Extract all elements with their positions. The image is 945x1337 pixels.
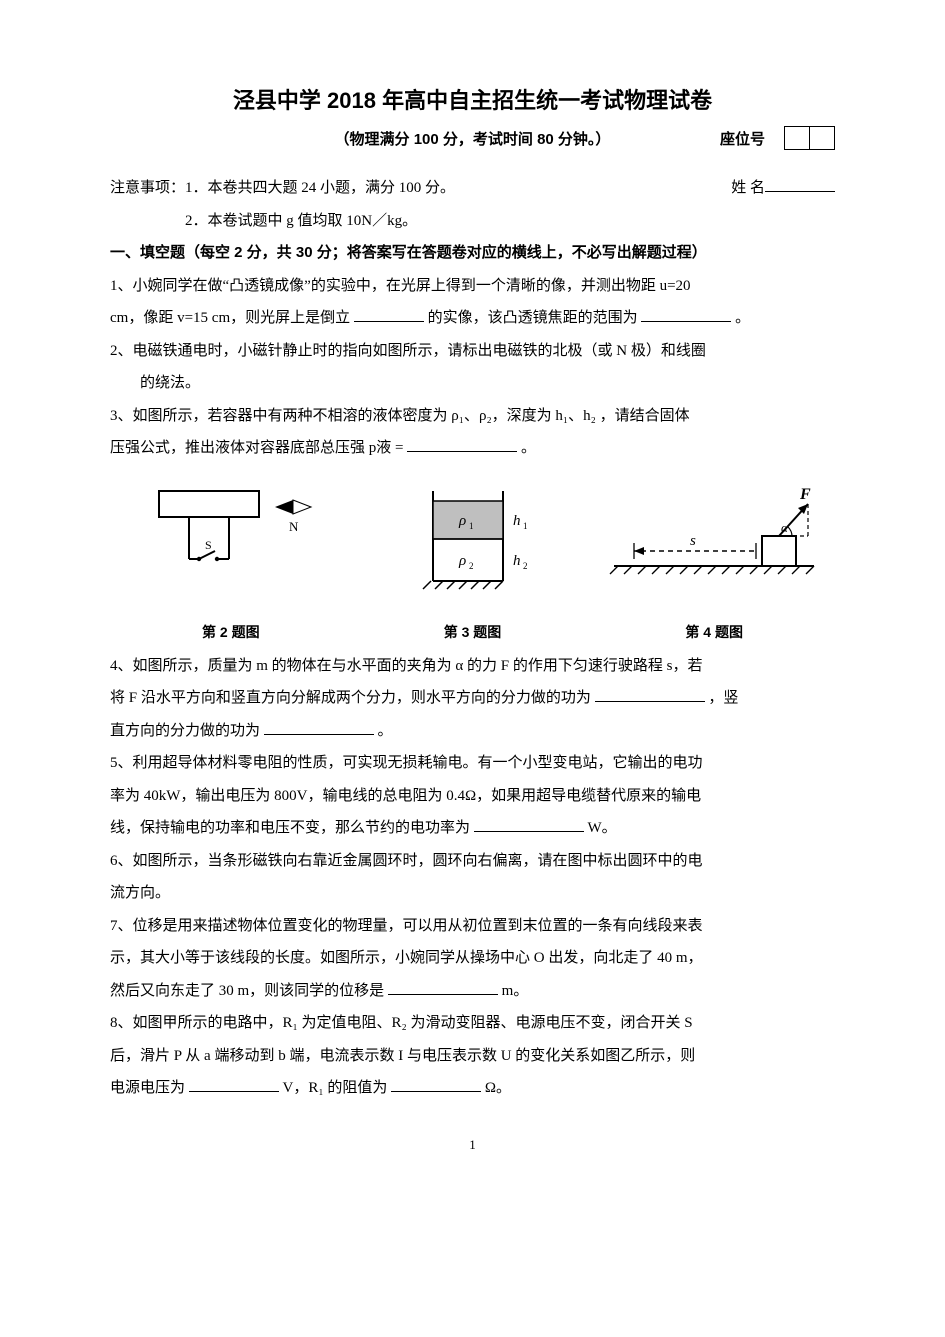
name-field[interactable] — [765, 191, 835, 192]
subtitle: （物理满分 100 分，考试时间 80 分钟。） — [335, 126, 611, 155]
page-title: 泾县中学 2018 年高中自主招生统一考试物理试卷 — [110, 80, 835, 122]
q7-line3: 然后又向东走了 30 m，则该同学的位移是 m。 — [110, 977, 835, 1006]
seat-label: 座位号 — [720, 126, 765, 155]
q3-line1: 3、如图所示，若容器中有两种不相溶的液体密度为 ρ₁、ρ₂，深度为 h₁、h₂ … — [110, 402, 835, 431]
q6-line2: 流方向。 — [110, 879, 835, 908]
figures-row: S N 第 2 题图 ρ 1 ρ 2 h 1 — [110, 481, 835, 646]
q5-line3: 线，保持输电的功率和电压不变，那么节约的电功率为 W。 — [110, 814, 835, 843]
q8-line2: 后，滑片 P 从 a 端移动到 b 端，电流表示数 I 与电压表示数 U 的变化… — [110, 1042, 835, 1071]
q6-line1: 6、如图所示，当条形磁铁向右靠近金属圆环时，圆环向右偏离，请在图中标出圆环中的电 — [110, 847, 835, 876]
notice-1: 1．本卷共四大题 24 小题，满分 100 分。 — [185, 174, 691, 203]
q4c-b: 。 — [378, 723, 393, 739]
section-1-head: 一、填空题（每空 2 分，共 30 分；将答案写在答题卷对应的横线上，不必写出解… — [110, 239, 835, 268]
svg-text:α: α — [781, 520, 789, 535]
q4-blank-2[interactable] — [264, 717, 374, 735]
svg-text:h: h — [513, 513, 521, 529]
q5-line2: 率为 40kW，输出电压为 800V，输电线的总电阻为 0.4Ω，如果用超导电缆… — [110, 782, 835, 811]
seat-box-2[interactable] — [809, 126, 835, 150]
fig2-cell: S N 第 2 题图 — [110, 481, 352, 646]
svg-text:2: 2 — [523, 561, 528, 571]
q7-line1: 7、位移是用来描述物体位置变化的物理量，可以用从初位置到末位置的一条有向线段来表 — [110, 912, 835, 941]
q3b-a: 压强公式，推出液体对容器底部总压强 p液 = — [110, 440, 403, 456]
fig4-svg: s F α — [604, 481, 824, 601]
q8c-b: V，R₁ 的阻值为 — [283, 1080, 388, 1096]
q5c-b: W。 — [588, 820, 617, 836]
fig2-S: S — [205, 538, 212, 552]
svg-text:F: F — [799, 486, 811, 503]
fig3-caption: 第 3 题图 — [352, 619, 594, 646]
svg-text:1: 1 — [523, 521, 528, 531]
q4-line2: 将 F 沿水平方向和竖直方向分解成两个分力，则水平方向的分力做的功为 ，竖 — [110, 684, 835, 713]
q3b-b: 。 — [521, 440, 536, 456]
q4-line1: 4、如图所示，质量为 m 的物体在与水平面的夹角为 α 的力 F 的作用下匀速行… — [110, 652, 835, 681]
fig2-caption: 第 2 题图 — [110, 619, 352, 646]
subtitle-row: （物理满分 100 分，考试时间 80 分钟。） 座位号 — [110, 126, 835, 155]
fig4-cell: s F α 第 4 题图 — [593, 481, 835, 646]
q4-line3: 直方向的分力做的功为 。 — [110, 717, 835, 746]
svg-text:s: s — [690, 533, 696, 549]
q1-blank-1[interactable] — [354, 305, 424, 323]
q8-line1: 8、如图甲所示的电路中，R₁ 为定值电阻、R₂ 为滑动变阻器、电源电压不变，闭合… — [110, 1009, 835, 1038]
svg-text:h: h — [513, 553, 521, 569]
notice-row-1: 注意事项： 1．本卷共四大题 24 小题，满分 100 分。 姓 名 — [110, 174, 835, 203]
seat-boxes — [785, 126, 835, 150]
q8-blank-2[interactable] — [391, 1075, 481, 1093]
q7c-a: 然后又向东走了 30 m，则该同学的位移是 — [110, 983, 384, 999]
q1-line1: 1、小婉同学在做“凸透镜成像”的实验中，在光屏上得到一个清晰的像，并测出物距 u… — [110, 272, 835, 301]
q5-blank[interactable] — [474, 815, 584, 833]
q1b-c: 。 — [735, 310, 750, 326]
notice-label: 注意事项： — [110, 174, 185, 203]
fig3-svg: ρ 1 ρ 2 h 1 h 2 — [393, 481, 553, 601]
q5-line1: 5、利用超导体材料零电阻的性质，可实现无损耗输电。有一个小型变电站，它输出的电功 — [110, 749, 835, 778]
fig4-caption: 第 4 题图 — [593, 619, 835, 646]
q4-blank-1[interactable] — [595, 685, 705, 703]
q8c-a: 电源电压为 — [110, 1080, 185, 1096]
q5c-a: 线，保持输电的功率和电压不变，那么节约的电功率为 — [110, 820, 470, 836]
notice-2: 2．本卷试题中 g 值均取 10N／kg。 — [110, 207, 835, 236]
svg-text:1: 1 — [469, 521, 474, 531]
q7-line2: 示，其大小等于该线段的长度。如图所示，小婉同学从操场中心 O 出发，向北走了 4… — [110, 944, 835, 973]
name-label: 姓 名 — [731, 174, 765, 203]
fig2-svg: S N — [141, 481, 321, 601]
svg-text:2: 2 — [469, 561, 474, 571]
q4b-b: ，竖 — [708, 690, 738, 706]
q4c-a: 直方向的分力做的功为 — [110, 723, 260, 739]
q1b-b: 的实像，该凸透镜焦距的范围为 — [428, 310, 638, 326]
q1-line2: cm，像距 v=15 cm，则光屏上是倒立 的实像，该凸透镜焦距的范围为 。 — [110, 304, 835, 333]
svg-text:ρ: ρ — [458, 553, 466, 569]
q8-blank-1[interactable] — [189, 1075, 279, 1093]
page-number: 1 — [110, 1133, 835, 1158]
q8c-c: Ω。 — [485, 1080, 511, 1096]
q3-line2: 压强公式，推出液体对容器底部总压强 p液 = 。 — [110, 434, 835, 463]
q1b-a: cm，像距 v=15 cm，则光屏上是倒立 — [110, 310, 350, 326]
q2-line1: 2、电磁铁通电时，小磁针静止时的指向如图所示，请标出电磁铁的北极（或 N 极）和… — [110, 337, 835, 366]
q8-line3: 电源电压为 V，R₁ 的阻值为 Ω。 — [110, 1074, 835, 1103]
q7-blank[interactable] — [388, 977, 498, 995]
fig3-cell: ρ 1 ρ 2 h 1 h 2 第 3 题图 — [352, 481, 594, 646]
q1-blank-2[interactable] — [641, 305, 731, 323]
seat-box-1[interactable] — [784, 126, 810, 150]
q4b-a: 将 F 沿水平方向和竖直方向分解成两个分力，则水平方向的分力做的功为 — [110, 690, 591, 706]
svg-text:ρ: ρ — [458, 513, 466, 529]
q2-line2: 的绕法。 — [110, 369, 835, 398]
fig2-N: N — [289, 519, 299, 534]
q7c-b: m。 — [502, 983, 529, 999]
q3-blank[interactable] — [407, 435, 517, 453]
